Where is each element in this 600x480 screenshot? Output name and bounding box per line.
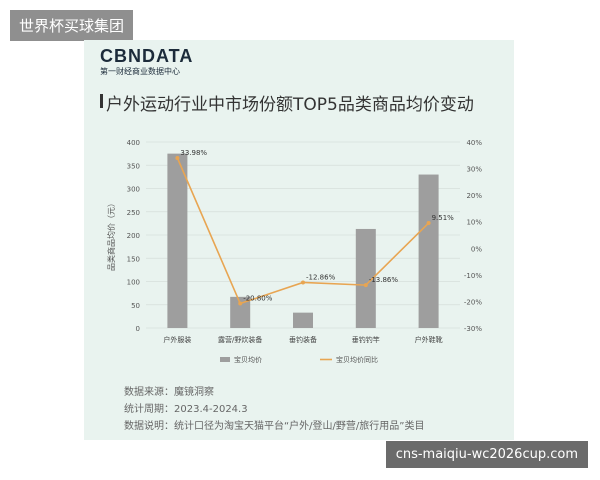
y-tick-label: 300 [127,186,140,194]
y-tick-label: 200 [127,232,140,240]
y2-tick-label: 10% [466,219,482,227]
data-labels: 33.98% -20.80% -12.86% -13.86% 9.51% [180,149,454,303]
y2-tick-label: -20% [464,298,482,306]
line-point [426,221,431,226]
y-tick-label: 150 [127,255,140,263]
line-data-label: -12.86% [306,273,336,281]
site-tag: 世界杯买球集团 [10,10,134,41]
y-tick-label: 350 [127,162,140,170]
chart-title: 户外运动行业中市场份额TOP5品类商品均价变动 [106,95,474,115]
y-tick-label: 400 [127,139,140,147]
tick-labels: 0 50 100 150 200 250 300 350 400 -30% -20% -10% 0% 10… [106,139,482,344]
bar [230,296,251,328]
y-axis-label: 品类商品均价（元） [106,199,116,271]
brand-logo: CBNDATA [100,46,194,66]
x-tick-label: 露营/野炊装备 [218,335,262,344]
line-data-label: 33.98% [180,149,207,157]
footer: 数据来源：魔镜洞察 统计周期：2023.4-2024.3 数据说明：统计口径为淘… [124,384,424,435]
line-point [363,283,368,288]
y2-tick-label: 20% [466,192,482,200]
y2-tick-label: 30% [466,166,482,174]
y-tick-label: 50 [131,302,140,310]
y2-tick-label: -10% [464,272,482,280]
legend-label-bar: 宝贝均价 [234,355,262,364]
legend-label-line: 宝贝均价同比 [336,355,378,364]
chart-card: CBNDATA 第一财经商业数据中心 户外运动行业中市场份额TOP5品类商品均价… [84,40,514,440]
y2-tick-label: 40% [466,139,482,147]
bar [293,312,313,328]
line-point [175,155,180,160]
x-tick-label: 垂钓装备 [289,335,317,344]
footer-period: 统计周期：2023.4-2024.3 [124,404,248,415]
chart-svg: 0 50 100 150 200 250 300 350 400 -30% -20% -10% 0% 10… [106,139,482,364]
line-point [301,280,305,285]
footer-source: 数据来源：魔镜洞察 [124,387,214,398]
line-data-label: -13.86% [369,276,399,284]
grid-lines [146,141,460,329]
brand-subtitle: 第一财经商业数据中心 [100,67,180,76]
y2-tick-label: -30% [464,325,482,333]
bar [418,174,439,328]
title-accent [100,94,103,108]
y-tick-label: 100 [127,279,140,287]
y-tick-label: 250 [127,209,140,217]
url-tag: cns-maiqiu-wc2026cup.com [385,441,588,468]
bar [355,228,376,328]
line-point [238,301,243,306]
y2-tick-label: 0% [471,245,482,253]
line-data-label: 9.51% [432,214,455,222]
x-tick-label: 垂钓钓竿 [352,335,380,344]
legend: 宝贝均价 宝贝均价同比 [220,355,378,364]
y-tick-label: 0 [136,325,140,333]
legend-swatch-bar [220,357,230,362]
x-tick-label: 户外鞋靴 [415,335,443,344]
footer-note: 数据说明：统计口径为淘宝天猫平台“户外/登山/野营/旅行用品”类目 [124,421,425,432]
x-tick-label: 户外服装 [163,335,191,344]
line-data-label: -20.80% [243,295,273,303]
line-series [175,155,431,306]
bar [167,153,188,328]
bar-series [167,153,439,328]
